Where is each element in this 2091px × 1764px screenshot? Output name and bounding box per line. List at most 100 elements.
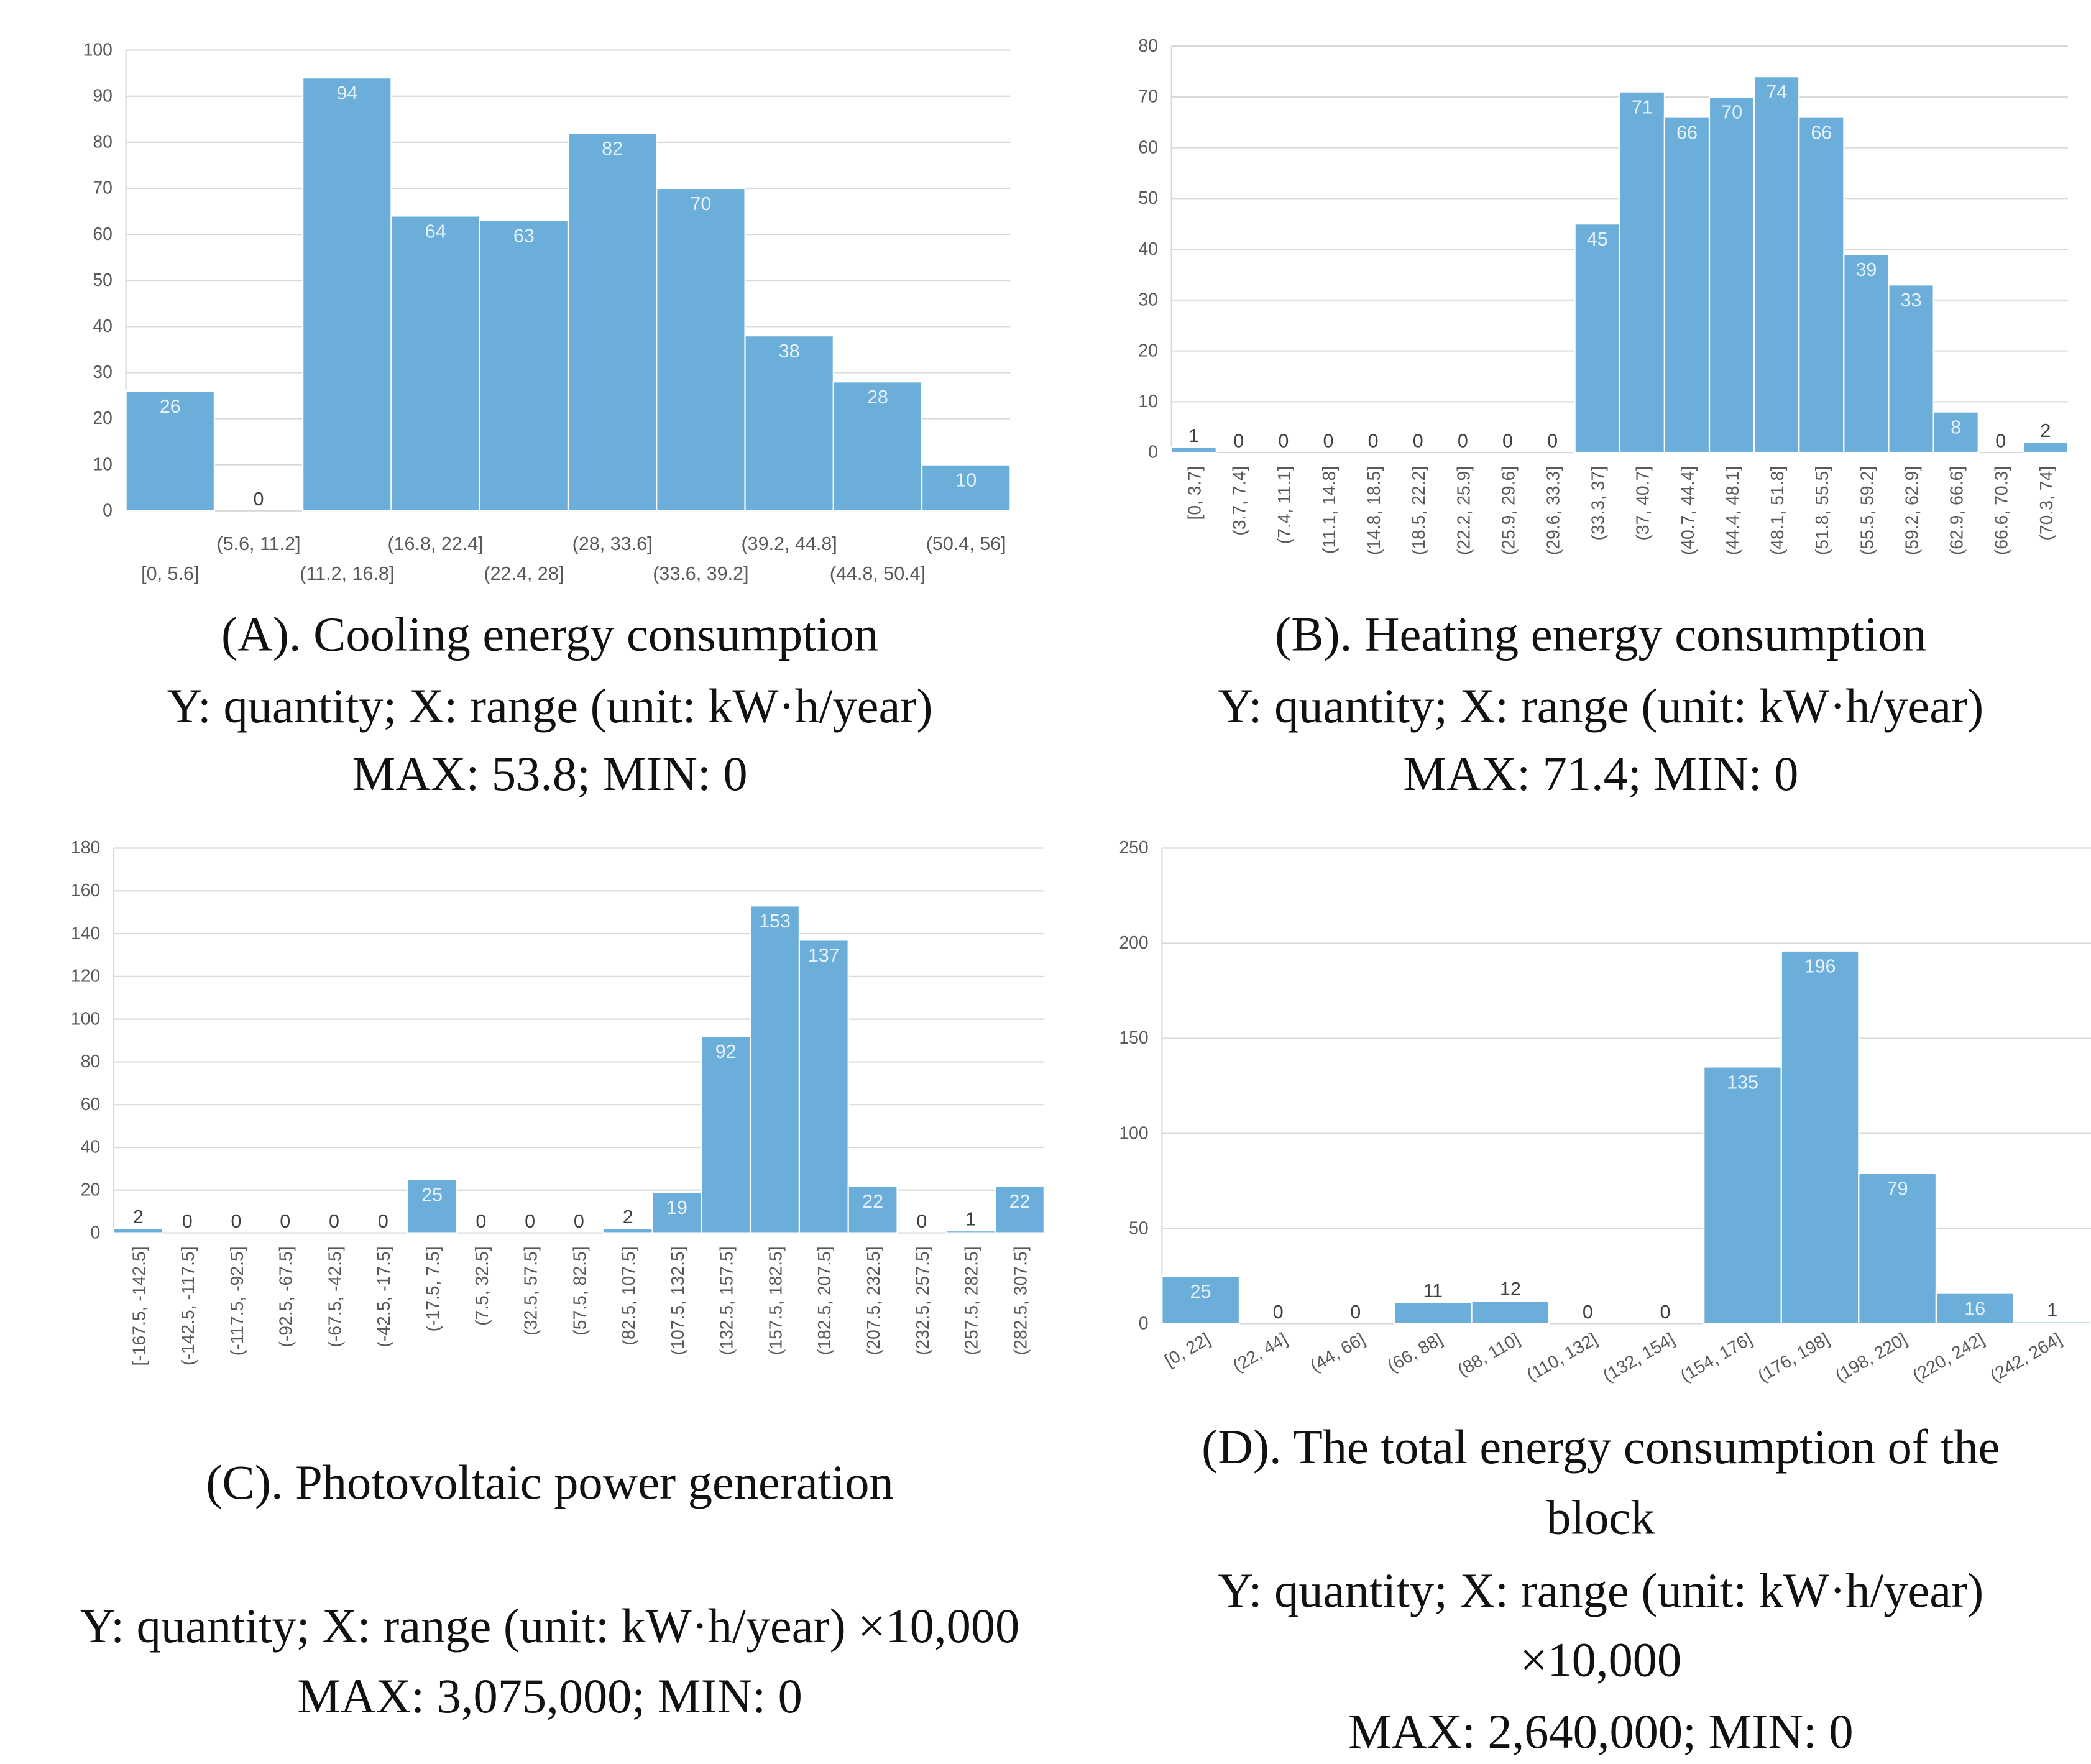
x-tick-label: (14.8, 18.5]: [1364, 466, 1384, 555]
x-tick-label: (55.5, 59.2]: [1857, 466, 1877, 555]
x-tick-label: (11.1, 14.8]: [1320, 466, 1340, 554]
data-label: 153: [759, 911, 791, 932]
x-tick-label: (-67.5, -42.5]: [325, 1246, 345, 1347]
data-label: 2: [133, 1206, 144, 1228]
y-tick-label: 80: [1138, 36, 1158, 56]
x-tick-label: (28, 33.6]: [572, 533, 653, 554]
data-label: 25: [421, 1184, 443, 1205]
data-label: 63: [513, 226, 535, 247]
y-tick-label: 30: [1138, 290, 1158, 310]
data-label: 0: [1502, 430, 1513, 451]
y-tick-label: 200: [1119, 933, 1148, 953]
y-tick-label: 140: [71, 924, 100, 944]
data-label: 16: [1964, 1298, 1985, 1319]
y-tick-label: 70: [1138, 87, 1158, 107]
data-label: 39: [1855, 259, 1877, 280]
data-label: 11: [1423, 1280, 1443, 1302]
x-tick-label: (37, 40.7]: [1634, 466, 1653, 541]
data-label: 0: [1323, 430, 1334, 451]
bar: [1170, 446, 1217, 454]
data-label: 0: [1273, 1302, 1284, 1323]
bar: [945, 1230, 996, 1234]
x-tick-label: (-92.5, -67.5]: [277, 1246, 296, 1347]
caption-line: Y: quantity; X: range (unit: kW·h/year): [1218, 1563, 1983, 1617]
bar: [602, 1228, 653, 1234]
data-label: 70: [1721, 102, 1742, 123]
bar: [1161, 1275, 1241, 1325]
caption-line: Y: quantity; X: range (unit: kW·h/year): [167, 679, 933, 733]
y-tick-label: 0: [1148, 443, 1158, 462]
y-tick-label: 20: [93, 408, 113, 428]
y-tick-label: 50: [1138, 188, 1158, 208]
bar: [1798, 116, 1845, 454]
data-label: 0: [280, 1211, 290, 1232]
bar: [1574, 223, 1620, 454]
y-tick-label: 160: [71, 881, 100, 901]
x-tick-label: (16.8, 22.4]: [387, 533, 483, 554]
y-tick-label: 60: [1138, 137, 1158, 157]
data-label: 0: [1660, 1302, 1670, 1323]
x-tick-label: (182.5, 207.5]: [815, 1246, 835, 1355]
y-tick-label: 80: [81, 1052, 101, 1072]
x-tick-label: (44.8, 50.4]: [830, 563, 926, 584]
bar: [798, 939, 849, 1234]
y-tick-label: 40: [81, 1137, 101, 1157]
caption-line: (B). Heating energy consumption: [1275, 607, 1926, 661]
data-label: 2: [2040, 420, 2051, 441]
data-label: 0: [378, 1211, 388, 1232]
bar: [651, 1192, 702, 1234]
x-tick-label: (5.6, 11.2]: [217, 533, 301, 554]
x-tick-label: (154, 176]: [1677, 1329, 1755, 1386]
x-tick-label: [-167.5, -142.5]: [129, 1246, 149, 1366]
x-tick-label: (176, 198]: [1755, 1329, 1833, 1386]
x-tick-label: (-117.5, -92.5]: [227, 1246, 247, 1356]
data-label: 38: [779, 341, 800, 362]
y-tick-label: 60: [93, 224, 113, 244]
x-tick-label: (70.3, 74]: [2037, 466, 2057, 541]
caption-line: MAX: 71.4; MIN: 0: [1403, 746, 1798, 801]
bar: [567, 132, 658, 512]
x-tick-label: (48.1, 51.8]: [1768, 466, 1788, 555]
x-tick-label: (157.5, 182.5]: [766, 1246, 786, 1355]
x-tick-label: (198, 220]: [1832, 1329, 1910, 1386]
x-tick-label: (-17.5, 7.5]: [423, 1246, 443, 1331]
bar: [656, 187, 746, 512]
data-label: 74: [1766, 81, 1787, 103]
y-tick-label: 100: [1119, 1123, 1148, 1143]
y-tick-label: 100: [71, 1009, 100, 1029]
x-tick-label: (220, 242]: [1909, 1329, 1988, 1386]
y-tick-label: 50: [93, 270, 113, 290]
x-tick-label: (132.5, 157.5]: [717, 1246, 737, 1355]
x-tick-label: (25.9, 29.6]: [1499, 466, 1519, 555]
bar: [832, 381, 923, 512]
data-label: 0: [525, 1211, 535, 1232]
bar: [1888, 284, 1934, 454]
y-tick-label: 50: [1129, 1218, 1149, 1238]
bar: [390, 215, 480, 512]
x-tick-label: (32.5, 57.5]: [522, 1246, 541, 1335]
data-label: 0: [1278, 430, 1289, 451]
data-label: 22: [1009, 1191, 1030, 1212]
y-tick-label: 40: [1138, 239, 1158, 259]
data-label: 1: [2047, 1300, 2057, 1321]
y-tick-label: 0: [1139, 1313, 1149, 1333]
y-tick-label: 10: [93, 454, 113, 474]
data-label: 71: [1632, 97, 1653, 118]
x-tick-label: (40.7, 44.4]: [1678, 466, 1698, 555]
y-tick-label: 100: [83, 40, 113, 60]
y-tick-label: 40: [93, 316, 113, 336]
x-tick-label: (3.7, 7.4]: [1230, 466, 1250, 536]
bar: [1780, 950, 1860, 1325]
data-label: 64: [425, 221, 446, 242]
x-tick-label: [0, 3.7]: [1185, 466, 1205, 520]
bar: [994, 1185, 1045, 1234]
y-tick-label: 90: [93, 86, 113, 106]
x-tick-label: (62.9, 66.6]: [1947, 466, 1967, 555]
bar: [1471, 1300, 1550, 1325]
y-tick-label: 80: [93, 132, 113, 152]
data-label: 94: [336, 83, 357, 104]
caption-line: Y: quantity; X: range (unit: kW·h/year): [1218, 679, 1983, 733]
data-label: 137: [808, 945, 840, 966]
bar: [1935, 1292, 2015, 1325]
